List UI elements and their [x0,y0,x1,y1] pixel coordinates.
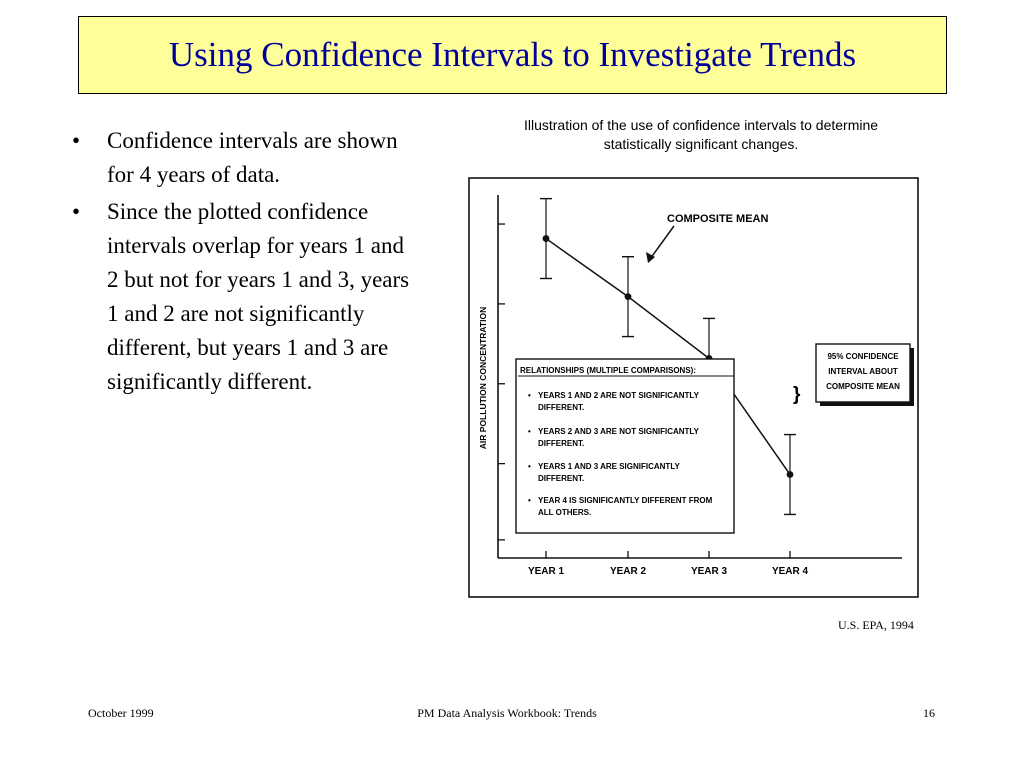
y-axis-ticks [498,223,505,541]
x-axis-ticks [545,551,791,558]
footer-date: October 1999 [88,706,154,720]
relationship-bullet: • [528,427,531,436]
source-citation: U.S. EPA, 1994 [838,618,914,632]
mean-line [545,237,791,475]
relationships-title: RELATIONSHIPS (MULTIPLE COMPARISONS): [520,366,696,375]
bullet-text: Since the plotted confidence intervals o… [107,199,410,394]
relationships-box [515,358,735,534]
footer-title: PM Data Analysis Workbook: Trends [417,706,597,720]
mean-arrow-line [649,225,675,260]
relationship-item: • YEARS 1 AND 2 ARE NOT SIGNIFICANTLY DI… [528,391,700,412]
bullet-text: Confidence intervals are shown for 4 yea… [107,128,398,187]
x-tick-label: YEAR 4 [772,566,809,577]
relationship-line: DIFFERENT. [538,403,584,412]
relationship-line: YEARS 1 AND 2 ARE NOT SIGNIFICANTLY [538,391,700,400]
bullet-item: • Since the plotted confidence intervals… [72,195,417,399]
bullet-marker: • [72,199,81,224]
trend-figure: AIR POLLUTION CONCENTRATION COMPOSITE ME… [462,173,932,603]
ci-label-line: COMPOSITE MEAN [826,382,900,391]
trend-figure-svg: AIR POLLUTION CONCENTRATION COMPOSITE ME… [468,177,919,598]
relationship-line: YEAR 4 IS SIGNIFICANTLY DIFFERENT FROM [538,496,713,505]
x-tick-label: YEAR 1 [528,566,565,577]
relationship-bullet: • [528,496,531,505]
x-tick-label: YEAR 2 [610,566,647,577]
bullet-list: • Confidence intervals are shown for 4 y… [72,124,417,402]
figure-caption: Illustration of the use of confidence in… [474,116,928,154]
ci-label-line: 95% CONFIDENCE [827,352,899,361]
bullet-marker: • [72,128,81,153]
mean-point [624,293,632,301]
relationship-item: • YEARS 2 AND 3 ARE NOT SIGNIFICANTLY DI… [528,427,700,448]
relationship-line: ALL OTHERS. [538,508,591,517]
ci-brace: } [793,384,801,405]
relationship-line: DIFFERENT. [538,474,584,483]
relationship-item: • YEAR 4 IS SIGNIFICANTLY DIFFERENT FROM… [528,496,713,517]
x-axis-labels: YEAR 1 YEAR 2 YEAR 3 YEAR 4 [528,566,809,577]
mean-point [786,471,794,478]
slide-title-box: Using Confidence Intervals to Investigat… [78,16,947,94]
relationship-line: DIFFERENT. [538,439,584,448]
caption-line: statistically significant changes. [603,136,799,152]
bullet-item: • Confidence intervals are shown for 4 y… [72,124,417,192]
mean-label: COMPOSITE MEAN [667,213,769,225]
mean-point [542,235,550,242]
relationship-bullet: • [528,462,531,471]
ci-label-line: INTERVAL ABOUT [828,367,898,376]
caption-line: Illustration of the use of confidence in… [523,117,879,133]
y-axis-label: AIR POLLUTION CONCENTRATION [478,307,488,449]
relationship-bullet: • [528,391,531,400]
slide-title: Using Confidence Intervals to Investigat… [168,35,857,74]
relationship-item: • YEARS 1 AND 3 ARE SIGNIFICANTLY DIFFER… [528,462,680,483]
relationship-line: YEARS 2 AND 3 ARE NOT SIGNIFICANTLY [538,427,700,436]
page-number: 16 [923,706,935,720]
mean-arrow-head [646,252,655,263]
x-tick-label: YEAR 3 [691,566,728,577]
relationship-line: YEARS 1 AND 3 ARE SIGNIFICANTLY [538,462,680,471]
ci-label-box [815,343,911,403]
